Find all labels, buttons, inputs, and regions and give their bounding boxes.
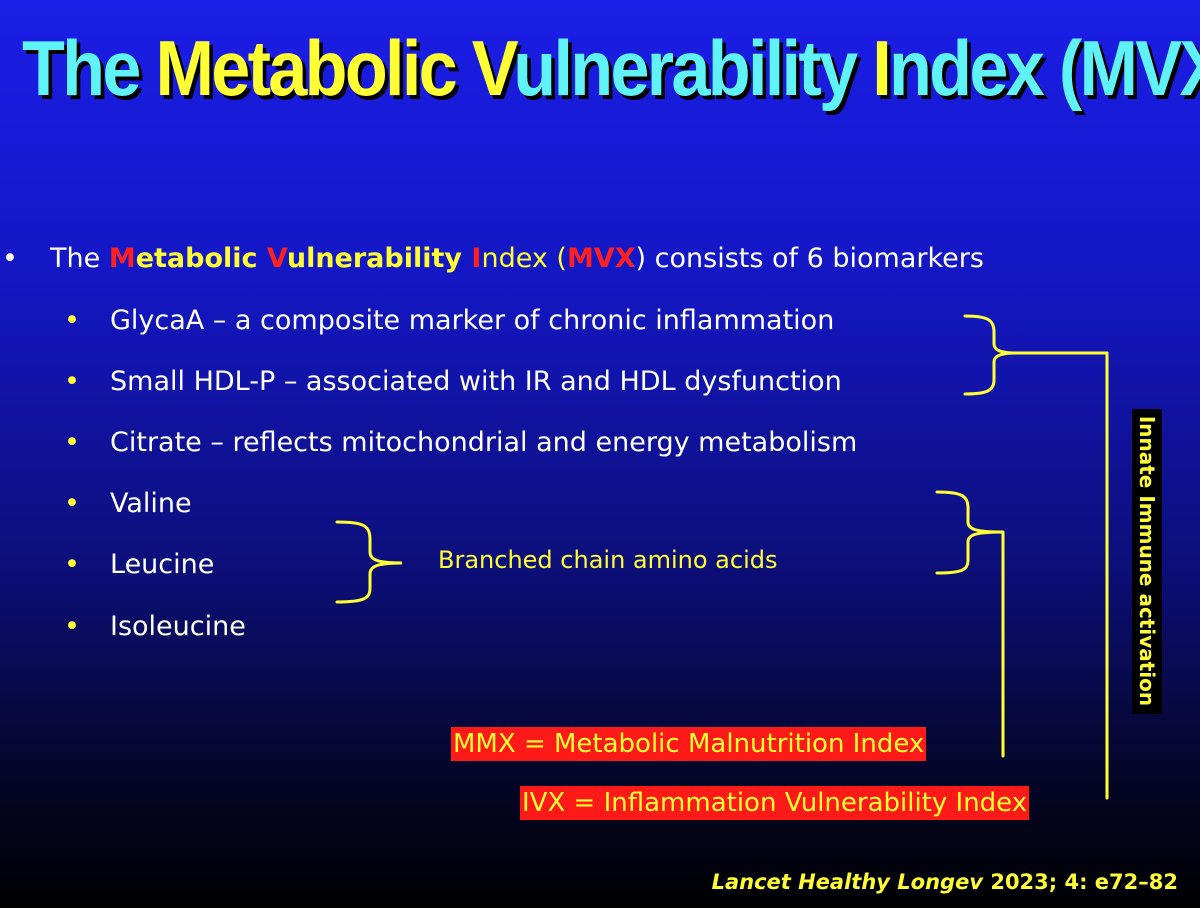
- title-part: The: [22, 24, 156, 112]
- citation: Lancet Healthy Longev 2023; 4: e72–82: [712, 870, 1178, 894]
- text-part: M: [108, 243, 136, 274]
- text-part: ulnerability: [286, 243, 472, 274]
- text-part: MVX: [566, 243, 636, 274]
- bullet-dot: •: [64, 549, 80, 580]
- biomarker-text: GlycaA – a composite marker of chronic i…: [110, 305, 835, 336]
- innate-immune-label: Innate Immune activation: [1132, 409, 1162, 714]
- ivx-box: IVX = Inflammation Vulnerability Index: [520, 786, 1030, 820]
- text-part: V: [266, 243, 287, 274]
- bullet-dot: •: [64, 305, 80, 336]
- bullet-dot: •: [64, 611, 80, 642]
- text-part: ) consists of 6 biomarkers: [635, 243, 984, 274]
- bullet-dot: •: [64, 488, 80, 519]
- mmx-box: MMX = Metabolic Malnutrition Index: [451, 727, 927, 761]
- bcaa-label: Branched chain amino acids: [438, 546, 778, 574]
- biomarker-text: Citrate – reflects mitochondrial and ene…: [110, 427, 858, 458]
- title-part: V: [471, 24, 516, 112]
- title-part: ulnerability: [513, 24, 873, 112]
- biomarker-text: Small HDL-P – associated with IR and HDL…: [110, 366, 842, 397]
- biomarker-text: Leucine: [110, 549, 215, 580]
- main-bullet-text: The Metabolic Vulnerability Index (MVX) …: [50, 242, 984, 276]
- citation-journal: Lancet Healthy Longev: [711, 870, 984, 894]
- bullet-dot: •: [2, 243, 18, 274]
- citation-details: 2023; 4: e72–82: [983, 870, 1178, 894]
- inflammation-brace: [963, 314, 1018, 396]
- text-part: ndex (: [481, 243, 567, 274]
- text-part: The: [50, 243, 109, 274]
- title-part: ndex (MVX): [888, 24, 1200, 112]
- slide-title: The Metabolic Vulnerability Index (MVX): [22, 18, 1200, 118]
- innate-immune-text: Innate Immune activation: [1135, 415, 1159, 707]
- bcaa-brace: [335, 520, 403, 604]
- biomarker-text: Isoleucine: [110, 611, 246, 642]
- title-part: I: [872, 24, 891, 112]
- title-part: Metabolic: [155, 24, 472, 112]
- bullet-dot: •: [64, 366, 80, 397]
- bullet-dot: •: [64, 427, 80, 458]
- text-part: etabolic: [135, 243, 267, 274]
- amino-acid-brace: [935, 490, 1004, 575]
- biomarker-text: Valine: [110, 488, 192, 519]
- text-part: I: [471, 243, 482, 274]
